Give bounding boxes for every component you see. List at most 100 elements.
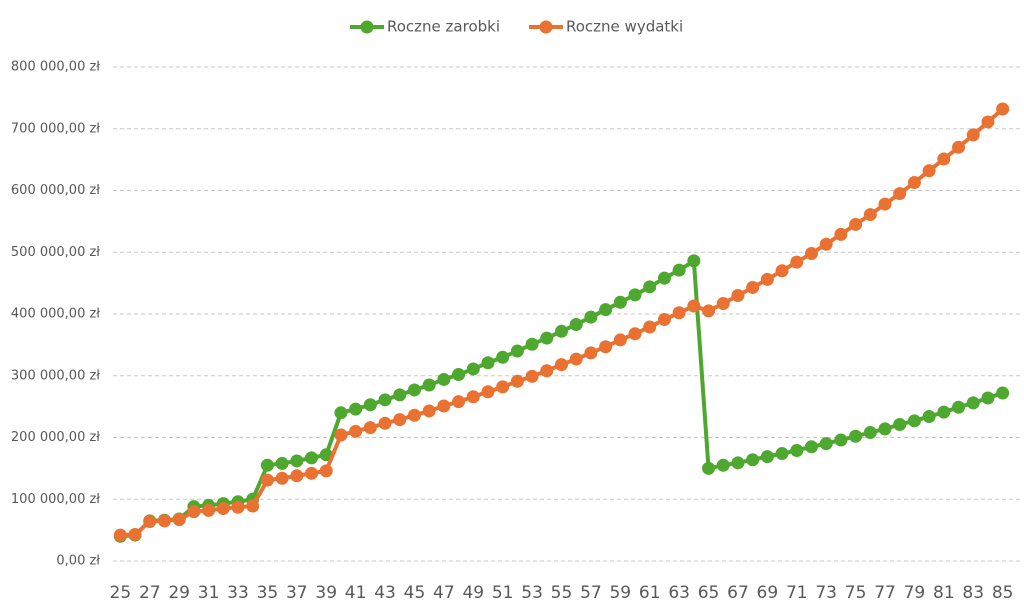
point — [555, 358, 568, 372]
x-tick-label: 73 — [815, 583, 837, 603]
point — [996, 386, 1010, 400]
point — [878, 197, 892, 211]
y-tick-label: 0,00 zł — [56, 554, 100, 569]
point — [407, 408, 421, 422]
point — [775, 264, 789, 278]
point — [731, 288, 745, 302]
point — [407, 383, 421, 397]
point — [540, 331, 554, 345]
point — [290, 469, 304, 483]
point — [260, 458, 274, 472]
point — [481, 385, 495, 399]
point — [599, 340, 613, 354]
x-tick-label: 37 — [286, 583, 308, 603]
point — [613, 333, 627, 347]
point — [907, 414, 921, 428]
point — [643, 320, 657, 334]
x-tick-label: 57 — [580, 583, 602, 603]
point — [216, 502, 230, 516]
point — [952, 140, 966, 154]
point — [981, 391, 995, 405]
point — [907, 175, 921, 189]
y-tick-label: 200 000,00 zł — [11, 430, 100, 445]
point — [672, 306, 686, 320]
x-tick-label: 29 — [168, 583, 190, 603]
point — [569, 352, 583, 366]
x-tick-label: 67 — [727, 583, 749, 603]
x-tick-label: 59 — [609, 583, 631, 603]
x-tick-label: 51 — [492, 583, 514, 603]
point — [849, 429, 863, 443]
point — [555, 324, 568, 338]
x-tick-label: 65 — [698, 583, 720, 603]
point — [422, 404, 436, 418]
point — [849, 217, 863, 231]
x-tick-label: 55 — [551, 583, 573, 603]
point — [260, 473, 274, 487]
point — [496, 350, 510, 364]
point — [584, 346, 598, 360]
point — [878, 422, 892, 436]
point — [334, 406, 348, 420]
x-tick-label: 33 — [227, 583, 249, 603]
point — [687, 254, 701, 268]
x-tick-label: 61 — [639, 583, 661, 603]
x-tick-label: 35 — [257, 583, 279, 603]
y-tick-label: 800 000,00 zł — [11, 60, 100, 75]
point — [746, 453, 760, 467]
point — [952, 400, 966, 414]
legend-label: Roczne wydatki — [566, 18, 683, 36]
point — [569, 317, 583, 331]
x-tick-label: 77 — [874, 583, 896, 603]
x-tick-label: 85 — [992, 583, 1014, 603]
point — [246, 499, 260, 513]
point — [363, 398, 377, 412]
y-tick-label: 700 000,00 zł — [11, 121, 100, 136]
x-tick-label: 69 — [757, 583, 779, 603]
point — [172, 513, 186, 527]
y-tick-label: 500 000,00 zł — [11, 245, 100, 260]
point — [378, 416, 392, 430]
point — [584, 310, 598, 324]
point — [702, 461, 716, 475]
point — [613, 295, 627, 309]
point — [643, 280, 657, 294]
x-tick-label: 49 — [462, 583, 484, 603]
y-tick-label: 600 000,00 zł — [11, 183, 100, 198]
point — [760, 450, 774, 464]
point — [510, 374, 524, 388]
point — [819, 237, 833, 251]
x-tick-label: 39 — [315, 583, 337, 603]
point — [716, 458, 730, 472]
point — [628, 327, 642, 341]
point — [452, 395, 466, 409]
point — [657, 271, 671, 285]
point — [893, 418, 907, 432]
point — [496, 380, 510, 394]
x-tick-label: 79 — [904, 583, 926, 603]
legend-marker — [360, 20, 374, 34]
point — [349, 424, 363, 438]
point — [834, 433, 848, 447]
point — [393, 413, 407, 427]
point — [834, 227, 848, 241]
x-tick-label: 45 — [404, 583, 426, 603]
point — [510, 344, 524, 358]
point — [275, 471, 289, 485]
point — [804, 440, 818, 454]
point — [157, 514, 171, 528]
x-tick-label: 71 — [786, 583, 808, 603]
point — [863, 208, 877, 222]
x-tick-label: 81 — [933, 583, 955, 603]
series-line — [120, 107, 1004, 538]
x-tick-label: 27 — [139, 583, 161, 603]
y-tick-label: 100 000,00 zł — [11, 492, 100, 507]
x-tick-label: 63 — [668, 583, 690, 603]
point — [628, 288, 642, 302]
point — [525, 337, 539, 351]
x-tick-label: 43 — [374, 583, 396, 603]
x-tick-label: 53 — [521, 583, 543, 603]
y-tick-label: 300 000,00 zł — [11, 368, 100, 383]
point — [525, 369, 539, 383]
point — [790, 443, 804, 457]
